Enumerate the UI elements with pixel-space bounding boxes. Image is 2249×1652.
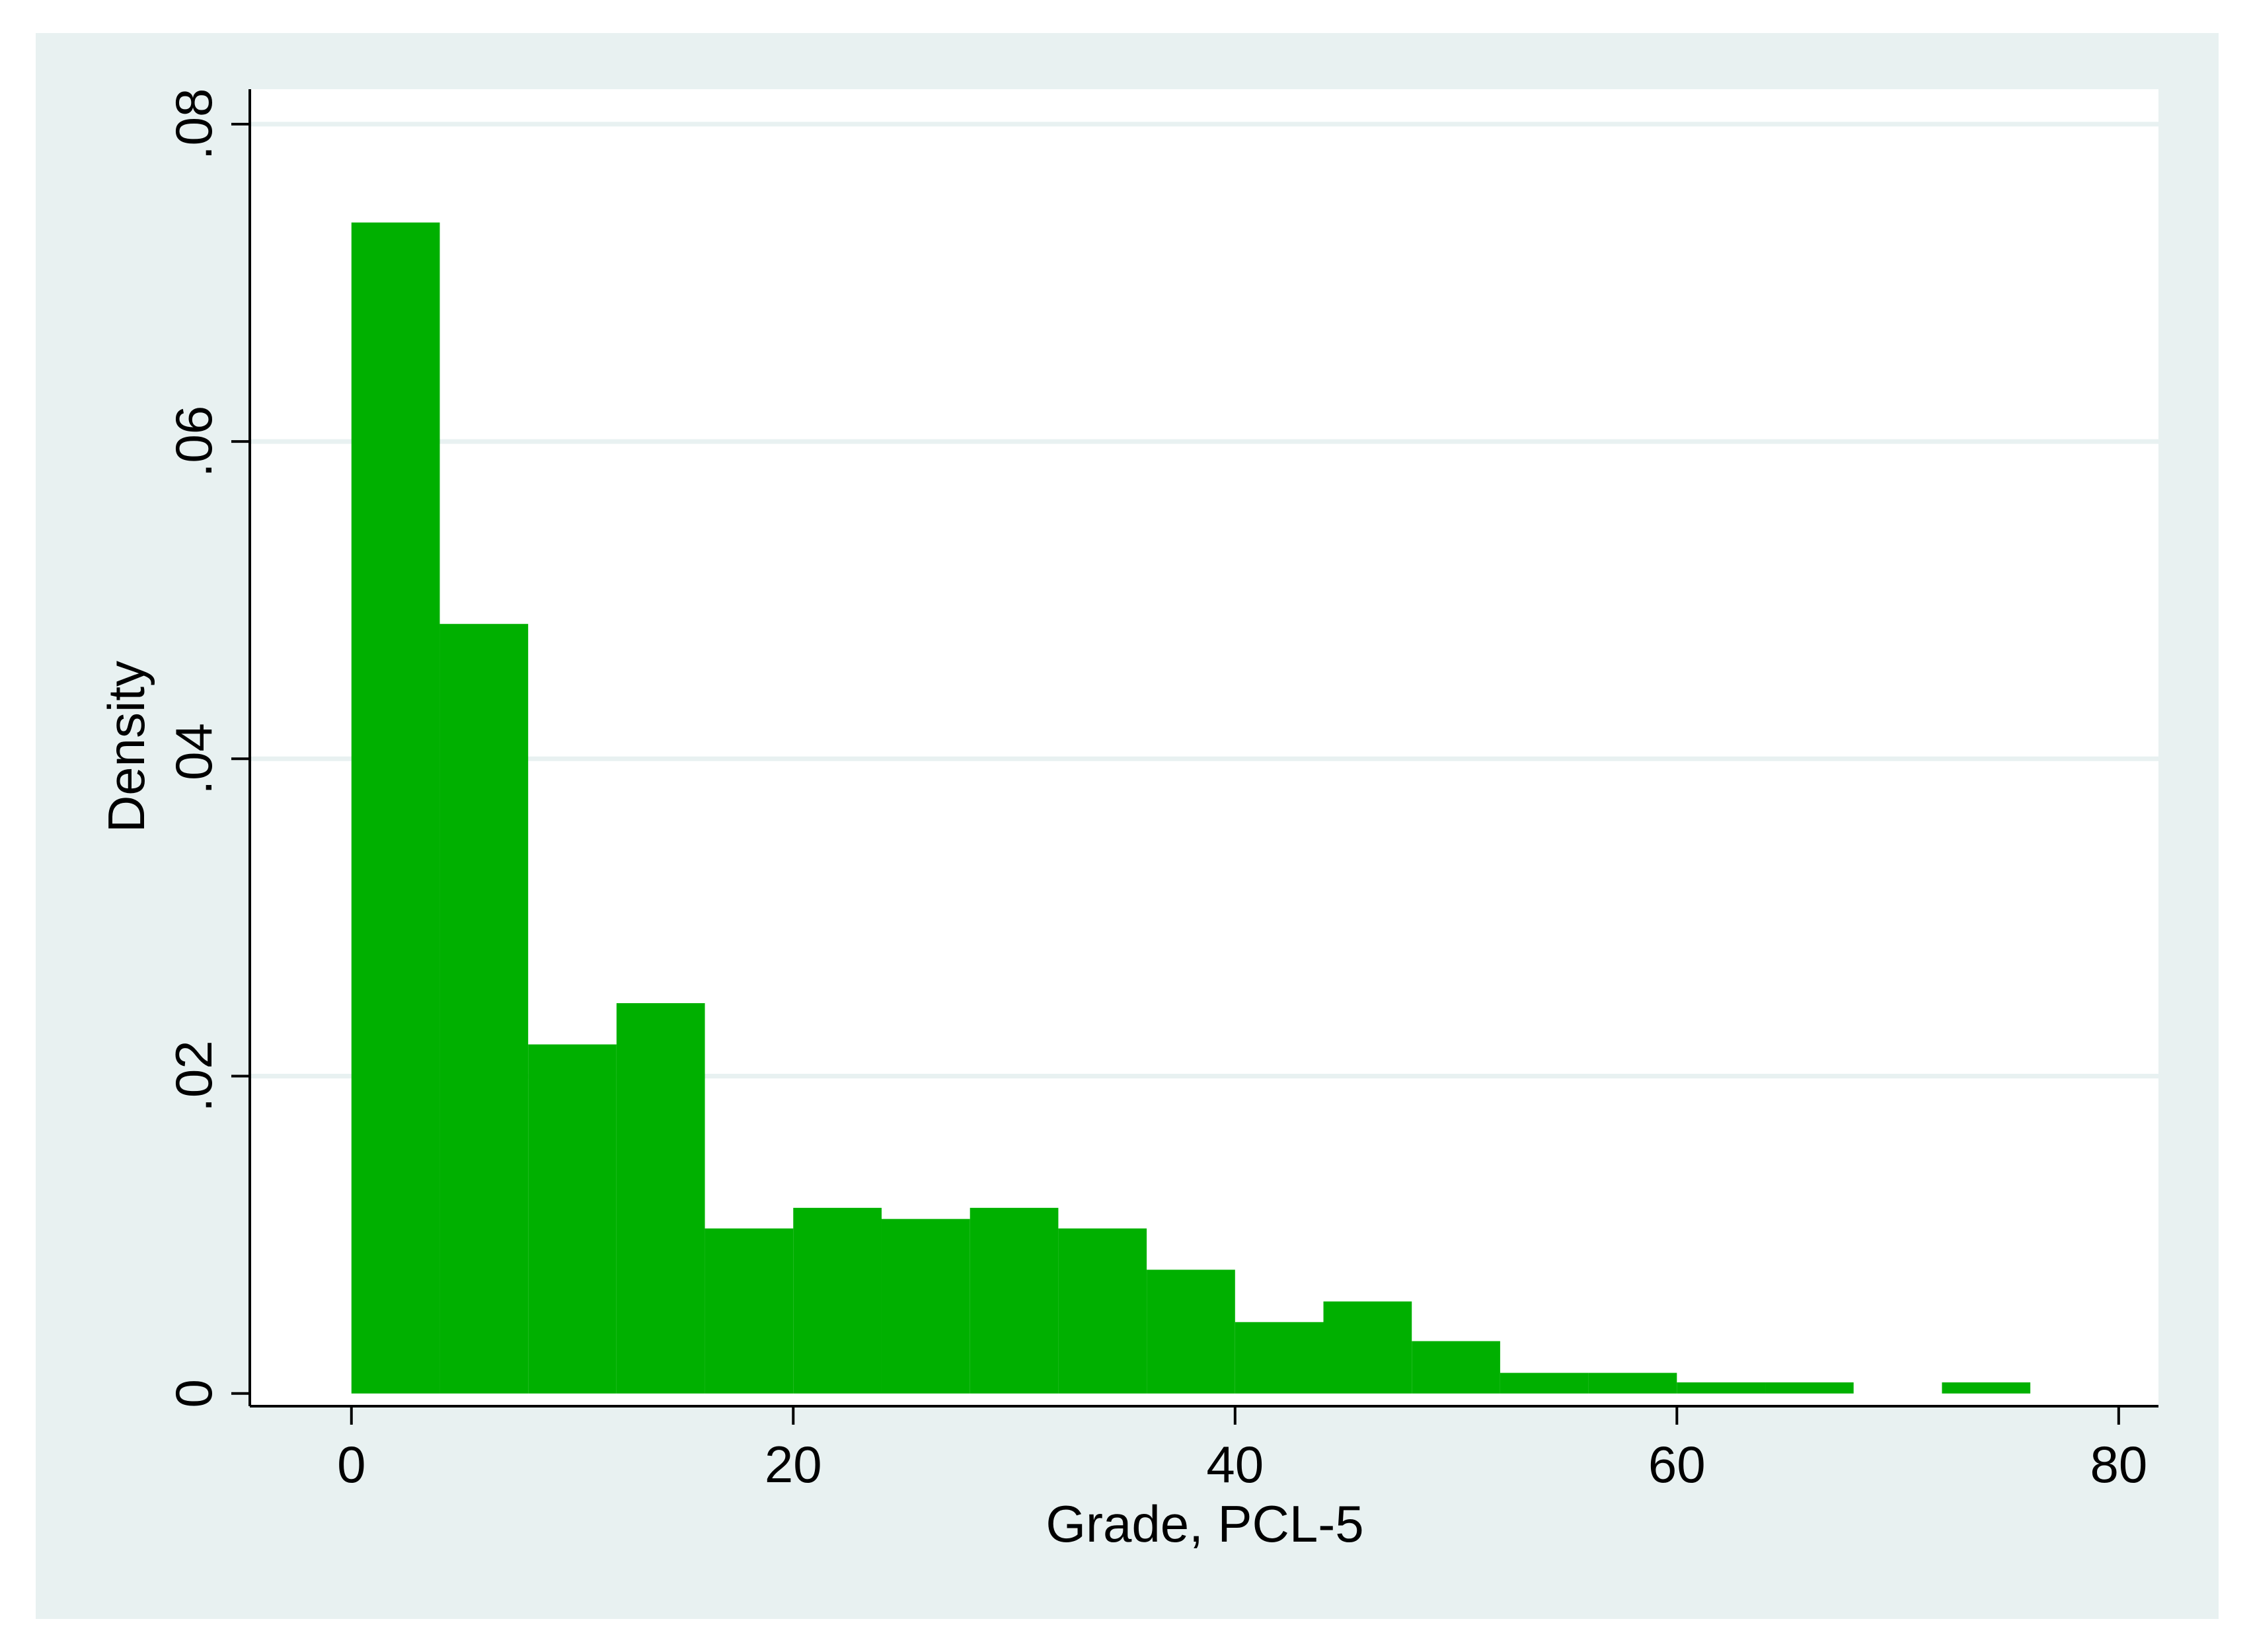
histogram-bar-18 xyxy=(1942,1382,2031,1394)
histogram-bar-7 xyxy=(970,1207,1059,1394)
histogram-bar-10 xyxy=(1235,1322,1324,1394)
y-tick-label-3: .06 xyxy=(165,406,223,477)
y-tick-label-4: .08 xyxy=(165,89,223,160)
x-axis-ticks: 0 20 40 60 80 xyxy=(337,1406,2147,1493)
x-axis-label: Grade, PCL-5 xyxy=(1046,1495,1363,1553)
histogram-bars xyxy=(351,222,2031,1394)
histogram-bar-8 xyxy=(1058,1228,1147,1394)
x-tick-label-4: 80 xyxy=(2090,1435,2147,1493)
histogram-bar-4 xyxy=(705,1228,794,1394)
y-tick-label-0: 0 xyxy=(165,1379,223,1408)
x-tick-label-2: 40 xyxy=(1206,1435,1264,1493)
histogram-bar-5 xyxy=(793,1207,882,1394)
x-tick-label-0: 0 xyxy=(337,1435,365,1493)
histogram-bar-13 xyxy=(1500,1372,1589,1394)
histogram-bar-16 xyxy=(1765,1382,1854,1394)
histogram-bar-3 xyxy=(616,1003,705,1394)
x-tick-label-1: 20 xyxy=(765,1435,822,1493)
histogram-bar-11 xyxy=(1323,1301,1412,1394)
x-tick-label-3: 60 xyxy=(1648,1435,1706,1493)
histogram-bar-1 xyxy=(439,624,529,1394)
histogram-bar-12 xyxy=(1412,1341,1500,1394)
y-axis-ticks: 0 .02 .04 .06 .08 xyxy=(165,89,250,1408)
histogram-bar-2 xyxy=(528,1044,617,1394)
y-axis-label: Density xyxy=(97,661,155,833)
histogram-bar-9 xyxy=(1147,1269,1235,1394)
y-tick-label-2: .04 xyxy=(165,723,223,794)
y-tick-label-1: .02 xyxy=(165,1040,223,1111)
histogram-bar-0 xyxy=(351,222,440,1394)
histogram-bar-15 xyxy=(1677,1382,1766,1394)
histogram-bar-14 xyxy=(1588,1372,1677,1394)
axes xyxy=(248,89,2158,1408)
histogram-bar-6 xyxy=(881,1219,970,1394)
